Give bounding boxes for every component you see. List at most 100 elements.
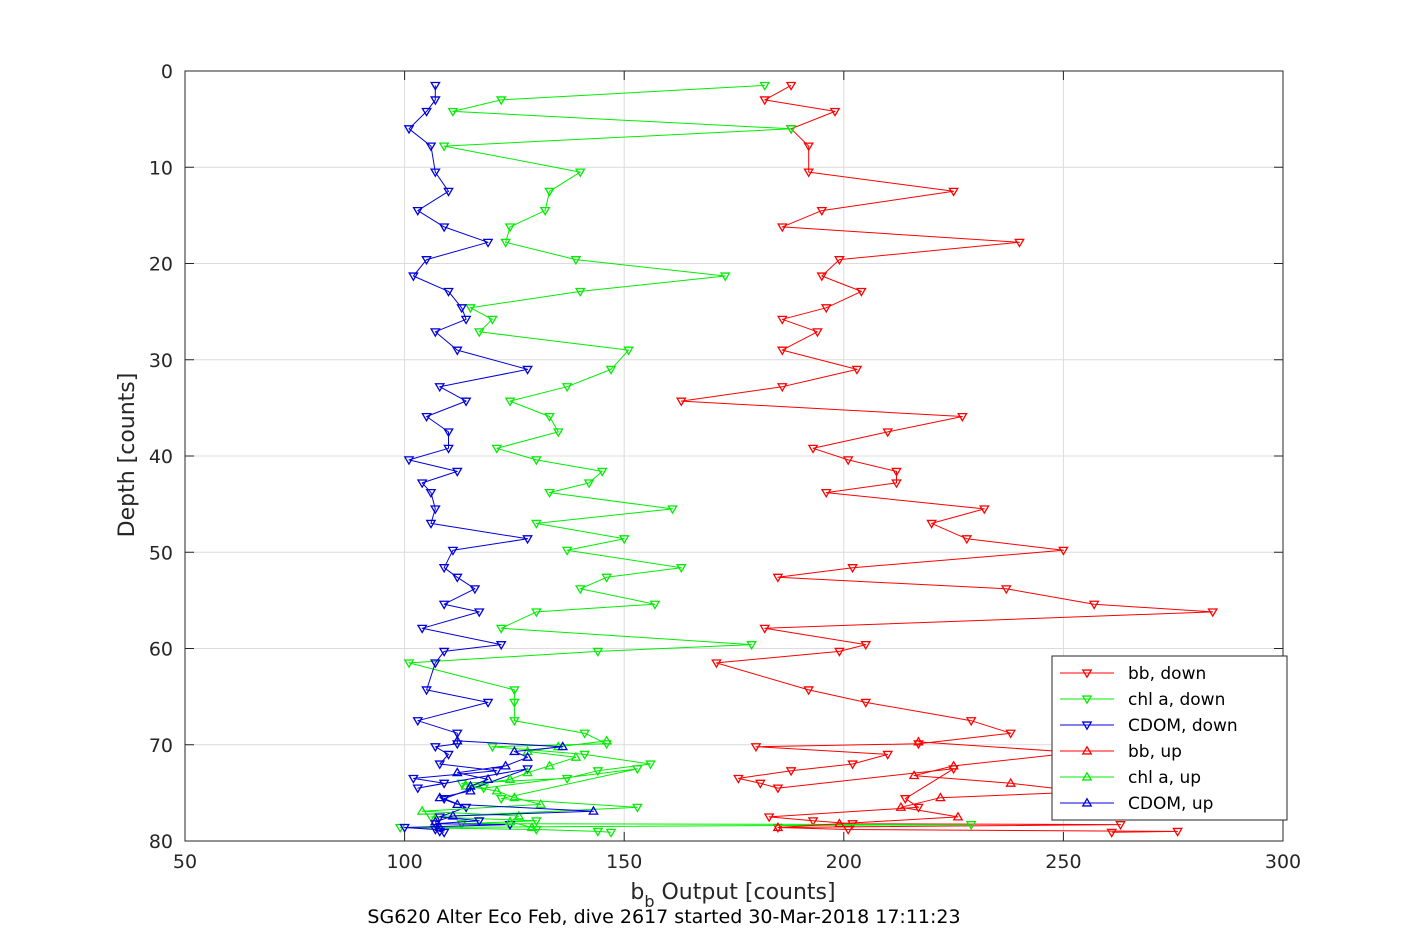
data-point-cdom-down xyxy=(438,779,450,789)
legend-label-chl-a-down: chl a, down xyxy=(1128,690,1225,710)
data-point-chl-a-down xyxy=(785,125,797,135)
data-point-bb-up xyxy=(952,811,964,821)
data-point-cdom-down xyxy=(443,750,454,760)
data-point-chl-a-down xyxy=(438,142,450,152)
data-point-chl-a-down xyxy=(632,765,643,775)
data-point-cdom-down xyxy=(522,765,533,775)
data-point-chl-a-down xyxy=(570,256,582,266)
series-cdom-down xyxy=(399,81,533,838)
data-point-cdom-down xyxy=(425,519,437,529)
data-point-bb-down xyxy=(1088,600,1100,610)
data-point-chl-a-down xyxy=(504,397,516,407)
series-chl-a-down xyxy=(394,81,977,838)
data-point-chl-a-down xyxy=(623,346,634,356)
data-point-chl-a-down xyxy=(561,774,573,784)
data-point-chl-a-down xyxy=(552,428,564,438)
data-point-bb-down xyxy=(1005,729,1017,739)
x-tick-label: 150 xyxy=(606,851,642,873)
data-point-bb-down xyxy=(860,698,872,708)
data-point-chl-a-down xyxy=(601,573,612,583)
data-point-chl-a-down xyxy=(487,743,498,753)
data-point-chl-a-down xyxy=(473,328,485,338)
y-tick-label: 0 xyxy=(161,61,173,83)
data-point-bb-down xyxy=(755,779,766,789)
data-point-cdom-down xyxy=(421,412,432,423)
data-point-cdom-up xyxy=(465,780,476,790)
data-point-bb-down xyxy=(856,287,867,297)
data-point-bb-down xyxy=(776,315,788,325)
grid xyxy=(185,71,1283,841)
data-point-bb-down xyxy=(842,825,854,835)
data-point-chl-a-down xyxy=(719,272,731,282)
data-point-cdom-down xyxy=(416,479,428,489)
data-point-cdom-down xyxy=(408,272,419,282)
data-point-cdom-down xyxy=(412,784,424,794)
data-point-bb-down xyxy=(948,187,959,197)
data-point-bb-down xyxy=(812,328,823,338)
y-tick-label: 80 xyxy=(149,831,173,853)
data-point-cdom-down xyxy=(438,600,450,610)
data-point-chl-a-down xyxy=(592,647,604,657)
data-point-cdom-up xyxy=(451,767,463,777)
y-tick-label: 10 xyxy=(149,157,173,179)
data-point-bb-down xyxy=(750,743,762,753)
data-point-bb-up xyxy=(1005,777,1017,787)
data-point-bb-down xyxy=(776,223,788,233)
data-point-bb-down xyxy=(1115,821,1126,831)
x-tick-label: 250 xyxy=(1045,851,1081,873)
data-point-bb-down xyxy=(882,428,894,438)
data-point-bb-down xyxy=(759,96,771,106)
series-layer xyxy=(394,81,1219,838)
legend-marker-chl-a-up xyxy=(1081,771,1093,781)
data-point-cdom-up xyxy=(557,741,569,751)
data-point-bb-up xyxy=(772,822,784,832)
data-point-bb-down xyxy=(847,564,858,574)
data-point-cdom-down xyxy=(438,564,450,574)
data-point-bb-down xyxy=(803,142,815,152)
legend-label-bb-down: bb, down xyxy=(1128,664,1206,684)
data-point-chl-a-down xyxy=(965,821,977,831)
data-point-chl-a-down xyxy=(509,717,520,727)
data-point-chl-a-down xyxy=(495,624,507,634)
data-point-bb-down xyxy=(847,760,858,770)
data-point-cdom-down xyxy=(434,760,446,770)
x-tick-label: 100 xyxy=(386,851,422,873)
x-axis-label-main: b xyxy=(630,880,644,905)
data-point-bb-down xyxy=(776,346,788,356)
data-point-bb-down xyxy=(899,795,911,805)
data-point-chl-a-down xyxy=(539,206,551,217)
data-point-cdom-down xyxy=(412,717,424,727)
data-point-bb-down xyxy=(979,505,990,515)
data-point-chl-a-down xyxy=(447,107,459,117)
data-point-bb-up xyxy=(834,818,845,828)
data-point-bb-down xyxy=(785,81,797,91)
data-point-bb-down xyxy=(1207,608,1219,618)
data-point-bb-down xyxy=(803,686,815,696)
data-point-cdom-down xyxy=(451,467,463,477)
series-line-cdom-down xyxy=(404,85,529,833)
data-point-bb-up xyxy=(935,792,946,802)
data-point-chl-a-down xyxy=(495,795,507,805)
data-point-bb-down xyxy=(816,272,828,282)
data-point-cdom-down xyxy=(447,546,459,556)
data-point-chl-a-up xyxy=(535,798,547,809)
legend-label-chl-a-up: chl a, up xyxy=(1128,768,1201,788)
data-point-chl-a-down xyxy=(495,96,507,106)
data-point-chl-a-down xyxy=(579,750,591,760)
data-point-chl-a-down xyxy=(487,315,498,325)
data-point-cdom-up xyxy=(451,798,463,809)
data-point-bb-down xyxy=(891,479,902,489)
data-point-cdom-down xyxy=(443,287,454,297)
data-point-bb-down xyxy=(807,817,819,827)
data-point-cdom-down xyxy=(403,456,415,466)
data-point-cdom-down xyxy=(456,304,468,314)
data-point-chl-a-down xyxy=(403,659,415,669)
data-point-cdom-down xyxy=(451,729,463,739)
data-point-bb-down xyxy=(913,803,924,813)
data-point-chl-a-down xyxy=(592,767,604,777)
data-point-cdom-down xyxy=(434,813,446,823)
data-point-chl-a-up xyxy=(601,735,612,745)
data-point-cdom-down xyxy=(421,686,432,696)
data-point-chl-a-down xyxy=(544,187,555,197)
legend-box xyxy=(1051,655,1288,821)
